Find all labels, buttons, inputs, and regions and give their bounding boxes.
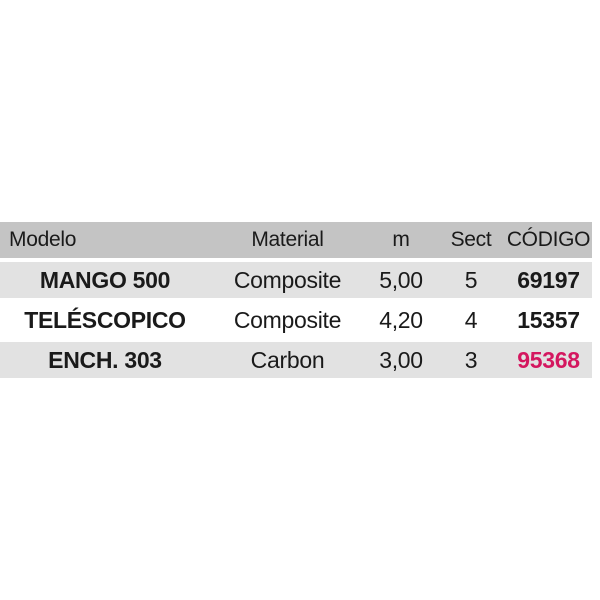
header-cell-codigo: CÓDIGO	[506, 228, 591, 251]
header-cell-modelo: Modelo	[9, 228, 77, 251]
cell-material: Carbon	[250, 346, 325, 373]
cell-codigo: 15357	[517, 306, 580, 333]
cell-sections: 5	[464, 266, 478, 293]
cell-codigo: 69197	[517, 266, 580, 293]
cell-length-m: 5,00	[379, 266, 423, 293]
header-row: Modelo Material m Sect CÓDIGO	[0, 222, 592, 258]
table-header: Modelo Material m Sect CÓDIGO	[0, 222, 592, 258]
table-row: ENCH. 303 Carbon 3,00 3 95368	[0, 342, 592, 378]
cell-modelo: TELÉSCOPICO	[24, 306, 186, 333]
header-cell-m: m	[392, 228, 410, 251]
cell-length-m: 3,00	[379, 346, 423, 373]
cell-length-m: 4,20	[379, 306, 423, 333]
table-body: MANGO 500 Composite 5,00 5 69197 TELÉSCO…	[0, 262, 592, 378]
cell-sections: 4	[464, 306, 478, 333]
cell-modelo: ENCH. 303	[48, 346, 162, 373]
cell-modelo: MANGO 500	[39, 266, 171, 293]
header-cell-sect: Sect	[450, 228, 492, 251]
cell-material: Composite	[233, 266, 342, 293]
cell-sections: 3	[464, 346, 478, 373]
header-cell-material: Material	[251, 228, 324, 251]
product-table: Modelo Material m Sect CÓDIGO MANGO 500 …	[0, 218, 592, 382]
table-row: TELÉSCOPICO Composite 4,20 4 15357	[0, 302, 592, 338]
table-row: MANGO 500 Composite 5,00 5 69197	[0, 262, 592, 298]
cell-codigo-highlighted: 95368	[517, 346, 580, 373]
cell-material: Composite	[233, 306, 342, 333]
